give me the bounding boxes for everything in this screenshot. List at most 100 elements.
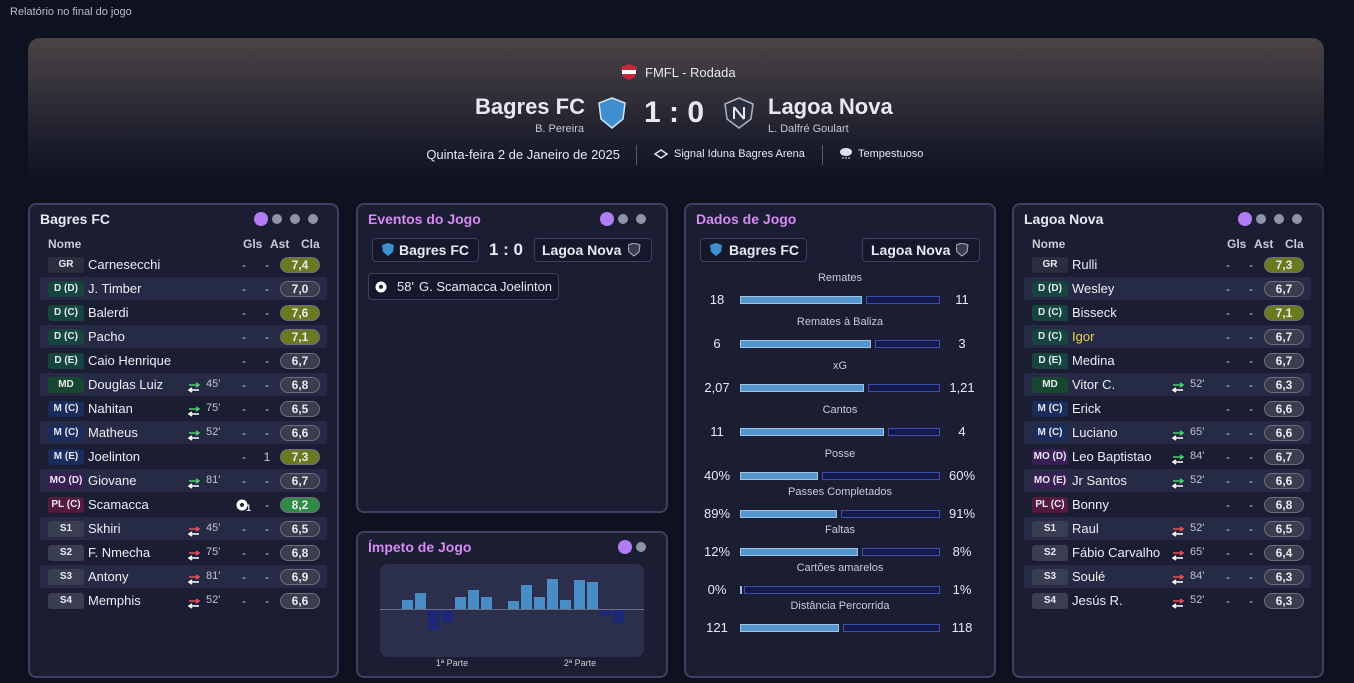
substitution-icon <box>1171 476 1185 494</box>
position-badge: S4 <box>1032 593 1068 609</box>
stat-bar-away <box>822 472 940 480</box>
player-name: Skhiri <box>88 521 121 536</box>
assists: - <box>1249 258 1253 272</box>
event-scorer: G. Scamacca <box>419 279 498 294</box>
assists: - <box>265 498 269 512</box>
column-header: Cla <box>1285 237 1304 251</box>
substitution-minute: 84' <box>1190 570 1205 582</box>
page-dot <box>1238 212 1252 226</box>
substitution-icon <box>187 596 201 614</box>
home-team: Bagres FC <box>474 94 585 119</box>
substitution-icon <box>1171 548 1185 566</box>
stat-bar-home <box>740 548 858 556</box>
stat-home: 12% <box>703 544 731 559</box>
player-name: Jesús R. <box>1072 593 1123 608</box>
rating: 6,8 <box>280 377 320 393</box>
substitution-icon <box>187 524 201 542</box>
stat-bar-away <box>874 340 940 348</box>
goals: - <box>1226 522 1230 536</box>
substitution-minute: 81' <box>206 474 221 486</box>
rating: 6,5 <box>280 521 320 537</box>
panel-title: Ímpeto de Jogo <box>368 539 472 555</box>
row-bg <box>1024 325 1311 348</box>
substitution-icon-svg <box>187 430 201 441</box>
player-name: Luciano <box>1072 425 1118 440</box>
substitution-minute: 52' <box>1190 522 1205 534</box>
goals: - <box>1226 474 1230 488</box>
assists: - <box>265 474 269 488</box>
row-bg <box>1024 421 1311 444</box>
rating: 7,1 <box>1264 305 1304 321</box>
stat-bar-home <box>740 510 837 518</box>
substitution-icon-svg <box>187 550 201 561</box>
momentum-baseline <box>380 609 644 610</box>
assists: - <box>1249 522 1253 536</box>
position-badge: MD <box>1032 377 1068 393</box>
away-coach: L. Dalfré Goulart <box>768 123 849 135</box>
stat-away: 4 <box>958 424 966 439</box>
stat-bar-home <box>740 586 742 594</box>
rating: 6,9 <box>280 569 320 585</box>
assists: - <box>265 426 269 440</box>
position-badge: M (C) <box>48 401 84 417</box>
competition: FMFL - Rodada <box>645 65 736 80</box>
substitution-icon <box>1171 596 1185 614</box>
stat-label: Remates à Baliza <box>796 316 884 328</box>
position-badge: MO (D) <box>48 473 84 489</box>
stat-label: Cantos <box>822 404 858 416</box>
substitution-icon <box>187 380 201 398</box>
team-crest <box>955 242 969 262</box>
page-dot <box>636 214 646 224</box>
substitution-icon-svg <box>187 598 201 609</box>
momentum-bar <box>441 610 453 623</box>
position-badge: D (D) <box>1032 281 1068 297</box>
rating: 6,7 <box>280 473 320 489</box>
goals: - <box>242 378 246 392</box>
stat-bar-home <box>740 340 871 348</box>
position-badge: D (C) <box>48 329 84 345</box>
stat-away: 60% <box>948 468 976 483</box>
position-badge: GR <box>48 257 84 273</box>
player-name: Rulli <box>1072 257 1098 272</box>
stat-bar-away <box>887 428 940 436</box>
score: 1 : 0 <box>489 240 524 259</box>
goals: - <box>1226 306 1230 320</box>
panel-title: Bagres FC <box>40 211 111 227</box>
goals: - <box>242 450 246 464</box>
stat-label: Faltas <box>825 524 855 536</box>
momentum-bar <box>454 597 466 609</box>
team-crest-svg <box>382 243 394 256</box>
stat-bar-away <box>867 384 940 392</box>
player-name: Soulé <box>1072 569 1106 584</box>
page-dot <box>308 214 318 224</box>
substitution-icon-svg <box>1171 478 1185 489</box>
stat-bar-away <box>840 510 940 518</box>
assists: - <box>265 594 269 608</box>
away-crest <box>724 97 754 129</box>
assists: - <box>265 330 269 344</box>
position-badge: M (C) <box>48 425 84 441</box>
assists: 1 <box>263 450 271 464</box>
rating: 6,7 <box>1264 353 1304 369</box>
team-crest-svg <box>710 243 722 256</box>
substitution-icon-svg <box>1171 382 1185 393</box>
page-dot <box>254 212 268 226</box>
goals: - <box>1226 450 1230 464</box>
team-name: Bagres FC <box>399 242 470 258</box>
assists: - <box>1249 546 1253 560</box>
stadium-icon <box>654 149 668 159</box>
assists: - <box>1249 330 1253 344</box>
goals: - <box>242 570 246 584</box>
goal-icon <box>236 498 248 516</box>
assists: - <box>1249 474 1253 488</box>
rating: 6,4 <box>1264 545 1304 561</box>
page-dot <box>1274 214 1284 224</box>
momentum-bar <box>534 597 545 609</box>
stat-bar-away <box>843 624 940 632</box>
goals: - <box>1226 378 1230 392</box>
player-name: Joelinton <box>88 449 141 464</box>
goals: - <box>1226 354 1230 368</box>
team-name: Lagoa Nova <box>871 242 951 258</box>
player-name: Matheus <box>88 425 138 440</box>
